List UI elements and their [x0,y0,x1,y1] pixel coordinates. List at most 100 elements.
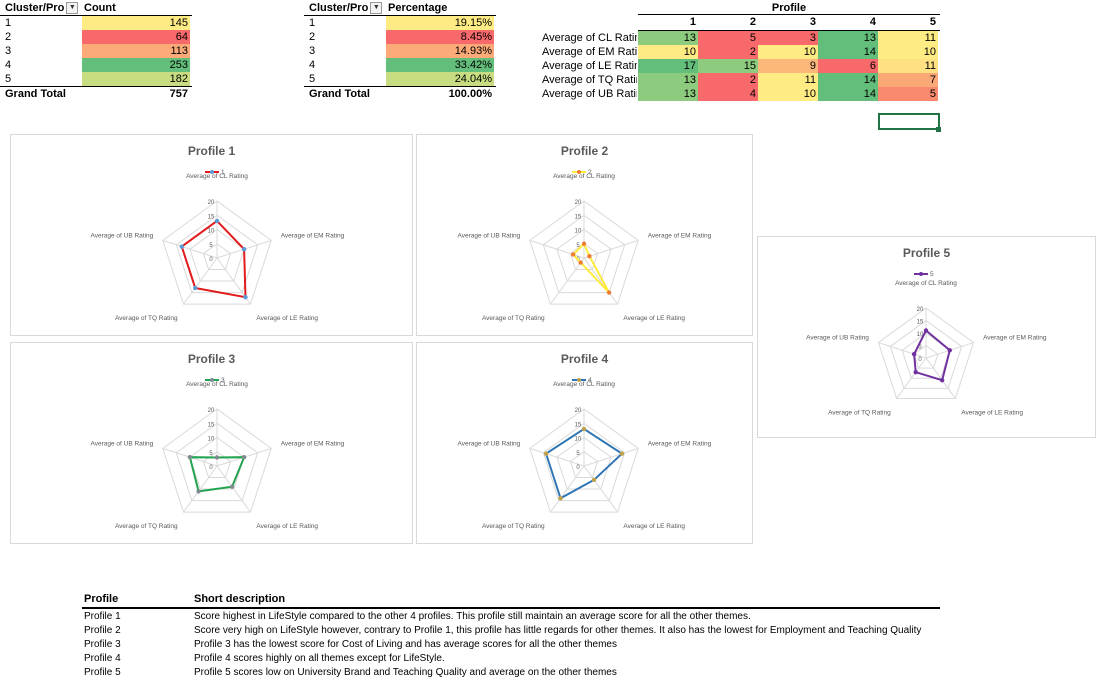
data-point[interactable] [923,328,929,333]
data-point[interactable] [558,496,563,501]
grid-ring [913,344,939,369]
rating-label: Average of EM Rating [542,46,637,58]
desc-text: Score highest in LifeStyle compared to t… [194,611,751,622]
category-label: Average of LE Rating [623,523,685,530]
data-point[interactable] [229,484,235,489]
data-point[interactable] [587,254,592,259]
cluster-header: Cluster/Pro [5,2,65,14]
tick-label: 20 [575,200,582,206]
data-point[interactable] [243,294,248,300]
chart-profile-4[interactable]: Profile 4 0 5 10 15 20 Average of CL Rating Av… [416,342,753,544]
data-point[interactable] [911,351,917,357]
data-point[interactable] [214,218,220,224]
grid-ring [556,228,612,282]
column-divider [638,30,940,31]
rating-value: 3 [758,31,818,45]
count-table-header: Cluster/Pro ▼ Count [0,1,192,15]
rating-label: Average of UB Rating [542,88,637,100]
series-line [188,456,246,493]
desc-header-divider [82,607,940,609]
tick-label: 10 [575,437,582,443]
axis-spoke [583,239,639,259]
tick-label: 10 [208,437,215,443]
chart-profile-3[interactable]: Profile 3 0 5 10 15 20 Average of CL Rating Av… [10,342,413,544]
count-value: 113 [82,44,190,58]
grid-ring [162,408,272,513]
percentage-value: 14.93% [386,44,494,58]
axis-spoke [896,357,927,399]
legend-label: 4 [588,377,592,384]
data-point[interactable] [606,290,612,295]
axis-spoke [550,465,585,513]
data-point[interactable] [939,378,945,383]
count-value: 253 [82,58,190,72]
chart-profile-2[interactable]: Profile 2 0 5 10 15 20 Average of CL Rating Av… [416,134,753,336]
series-line [180,219,247,299]
data-point[interactable] [581,241,587,246]
category-label: Average of LE Rating [256,523,318,530]
chart-profile-5[interactable]: Profile 5 0 5 10 15 20 Average of CL Rating Av… [757,236,1096,438]
desc-text: Profile 4 scores highly on all themes ex… [194,653,445,664]
legend-marker [577,170,581,174]
profile-rating-row: Average of CL Rating 13 5 3 13 11 [540,31,940,45]
tick-label: 0 [918,357,922,363]
data-point[interactable] [591,477,597,483]
category-label: Average of EM Rating [281,440,345,447]
percentage-header: Percentage [388,2,448,14]
rating-value: 5 [698,31,758,45]
desc-profile: Profile 5 [84,667,121,678]
tick-label: 15 [208,422,215,428]
legend-marker [577,378,581,382]
filter-dropdown-icon[interactable]: ▼ [66,2,79,15]
data-point[interactable] [543,451,549,456]
rating-value: 14 [818,45,878,59]
profile-column-header: 4 [869,16,876,28]
profile-rating-row: Average of UB Rating13410145 [540,87,940,101]
data-point[interactable] [187,454,193,460]
data-point[interactable] [947,348,952,353]
selected-cell[interactable] [878,113,940,130]
data-point[interactable] [913,369,918,375]
chart-profile-1[interactable]: Profile 1 0 5 10 15 20 Average of CL Rating Av… [10,134,413,336]
tick-label: 20 [208,200,215,206]
tick-label: 0 [209,465,213,471]
profile-title: Profile [771,2,807,14]
filter-dropdown-icon[interactable]: ▼ [370,2,383,15]
category-label: Average of CL Rating [553,173,615,180]
data-point[interactable] [214,455,220,460]
data-point[interactable] [619,451,625,456]
data-point[interactable] [578,260,583,265]
rating-value: 10 [758,45,818,59]
category-label: Average of TQ Rating [115,523,178,530]
tick-label: 15 [575,422,582,428]
grid-ring [556,436,612,490]
percentage-row: 5 24.04% [304,72,496,86]
grid-ring [542,214,626,294]
profile-rating-row: Average of TQ Rating13211147 [540,73,940,87]
grid-ring [202,243,232,271]
data-point[interactable] [196,489,201,494]
rating-value: 11 [758,73,818,87]
percentage-value: 24.04% [386,72,494,86]
category-label: Average of TQ Rating [482,523,545,530]
data-point[interactable] [179,244,184,249]
percentage-total-row: Grand Total 100.00% [304,87,496,101]
cluster-id: 4 [5,59,12,71]
rating-value: 7 [878,73,938,87]
data-point[interactable] [241,246,247,252]
data-point[interactable] [193,285,198,291]
cluster-id: 5 [309,73,316,85]
axis-spoke [583,465,618,513]
data-point[interactable] [570,252,576,257]
data-point[interactable] [581,426,587,432]
description-table: Profile Short description Profile 1 Score… [82,592,940,684]
data-point[interactable] [241,454,247,460]
count-row: 5 182 [0,72,192,86]
chart-title: Profile 4 [560,352,609,366]
header-divider [304,15,496,16]
grid-ring [175,422,259,502]
count-row: 3 113 [0,44,192,58]
fill-handle[interactable] [936,127,941,132]
